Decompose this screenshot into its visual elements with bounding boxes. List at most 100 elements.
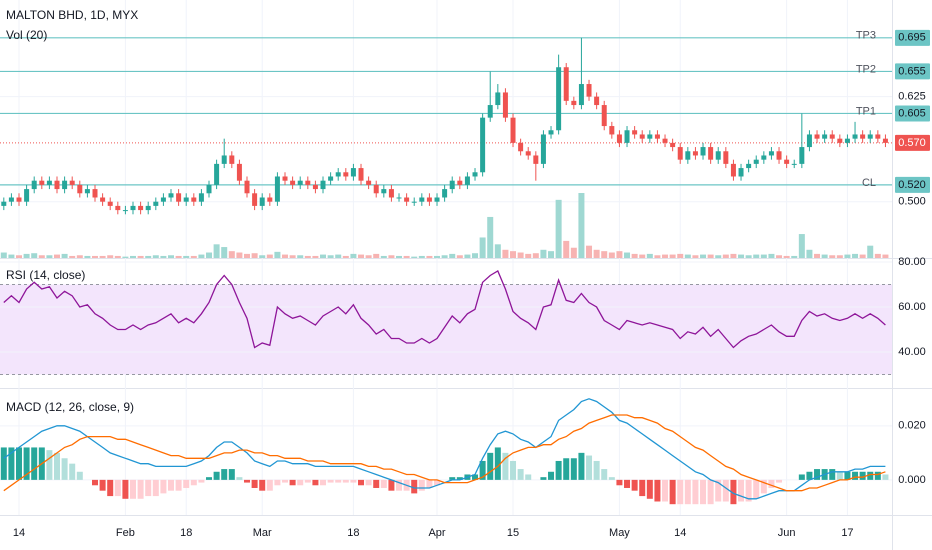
volume-bar bbox=[380, 255, 387, 258]
histogram-bar bbox=[198, 479, 205, 483]
candle-body bbox=[373, 184, 379, 194]
y-tick-label: 0.625 bbox=[898, 91, 926, 103]
candle-body bbox=[160, 197, 166, 202]
histogram-bar bbox=[137, 479, 144, 499]
histogram-bar bbox=[23, 447, 30, 480]
y-tick-label: 0.000 bbox=[898, 474, 926, 486]
candle-body bbox=[1, 201, 7, 206]
candle-body bbox=[221, 155, 227, 164]
volume-bar bbox=[31, 253, 38, 258]
volume-bar bbox=[852, 253, 859, 258]
candle-body bbox=[358, 168, 364, 181]
volume-bar bbox=[616, 251, 623, 258]
volume-bar bbox=[738, 254, 745, 258]
pane-title: RSI (14, close) bbox=[6, 268, 85, 282]
volume-bar bbox=[464, 254, 471, 258]
candle-body bbox=[730, 163, 736, 177]
histogram-bar bbox=[563, 458, 570, 480]
candle-body bbox=[480, 117, 486, 173]
level-price-label: 0.655 bbox=[898, 65, 926, 77]
rsi-line bbox=[3, 270, 886, 349]
volume-bar bbox=[502, 249, 509, 258]
volume-bar bbox=[175, 255, 182, 258]
volume-bar bbox=[449, 253, 456, 258]
histogram-bar bbox=[61, 458, 68, 480]
candle-body bbox=[784, 159, 790, 164]
volume-bar bbox=[54, 254, 61, 258]
candle-body bbox=[472, 172, 478, 177]
candle-body bbox=[244, 180, 250, 194]
candle-body bbox=[487, 105, 493, 118]
histogram-bar bbox=[304, 479, 311, 483]
volume-bar bbox=[198, 254, 205, 258]
candle-body bbox=[875, 134, 881, 139]
candle-body bbox=[533, 155, 539, 164]
level-price-label: 0.695 bbox=[898, 32, 926, 44]
candle-body bbox=[776, 151, 782, 160]
candle-body bbox=[39, 180, 45, 185]
histogram-bar bbox=[434, 479, 441, 486]
histogram-bar bbox=[259, 479, 266, 491]
histogram-bar bbox=[639, 479, 646, 497]
candle-body bbox=[229, 155, 235, 164]
candle-body bbox=[464, 176, 470, 185]
volume-bar bbox=[631, 253, 638, 258]
volume-bar bbox=[510, 251, 517, 258]
volume-bar bbox=[555, 199, 562, 258]
candle-body bbox=[624, 130, 630, 143]
candle-body bbox=[84, 189, 90, 194]
candle-body bbox=[518, 142, 524, 152]
histogram-bar bbox=[221, 469, 228, 480]
candle-body bbox=[388, 189, 394, 198]
volume-bar bbox=[244, 253, 251, 258]
histogram-bar bbox=[776, 479, 783, 483]
y-tick-label: 60.00 bbox=[898, 301, 926, 313]
candle-body bbox=[685, 151, 691, 160]
volume-bar bbox=[715, 255, 722, 258]
candle-body bbox=[449, 180, 455, 190]
histogram-bar bbox=[517, 469, 524, 480]
histogram-bar bbox=[753, 479, 760, 499]
y-tick-label: 80.00 bbox=[898, 256, 926, 268]
histogram-bar bbox=[152, 479, 159, 497]
histogram-bar bbox=[631, 479, 638, 491]
candle-body bbox=[92, 189, 98, 198]
volume-bar bbox=[190, 255, 197, 258]
histogram-bar bbox=[798, 474, 805, 480]
volume-bar bbox=[707, 254, 714, 258]
volume-bar bbox=[639, 254, 646, 258]
candle-body bbox=[594, 96, 600, 106]
volume-bar bbox=[76, 255, 83, 258]
volume-bar bbox=[297, 255, 304, 258]
volume-bar bbox=[403, 255, 410, 258]
candle-body bbox=[24, 189, 30, 202]
volume-bar bbox=[692, 255, 699, 258]
volume-bar bbox=[122, 256, 129, 258]
volume-bar bbox=[46, 255, 53, 258]
histogram-bar bbox=[540, 477, 547, 480]
volume-bar bbox=[23, 253, 30, 258]
candle-body bbox=[8, 197, 14, 202]
x-tick-label: Mar bbox=[253, 527, 272, 539]
candle-body bbox=[662, 138, 668, 143]
volume-bar bbox=[0, 252, 7, 258]
signal-line bbox=[3, 414, 886, 492]
histogram-bar bbox=[350, 479, 357, 483]
histogram-bar bbox=[479, 460, 486, 480]
histogram-bar bbox=[388, 479, 395, 491]
candle-body bbox=[274, 176, 280, 202]
candle-body bbox=[404, 197, 410, 202]
volume-bar bbox=[350, 253, 357, 258]
candle-body bbox=[654, 134, 660, 139]
candle-body bbox=[814, 134, 820, 139]
histogram-bar bbox=[16, 447, 23, 480]
candle-body bbox=[882, 138, 888, 143]
volume-bar bbox=[798, 234, 805, 258]
volume-bar bbox=[342, 255, 349, 258]
volume-bar bbox=[312, 255, 319, 258]
histogram-bar bbox=[130, 479, 137, 499]
volume-bar bbox=[228, 251, 235, 258]
volume-bar bbox=[145, 255, 152, 258]
histogram-bar bbox=[320, 479, 327, 486]
